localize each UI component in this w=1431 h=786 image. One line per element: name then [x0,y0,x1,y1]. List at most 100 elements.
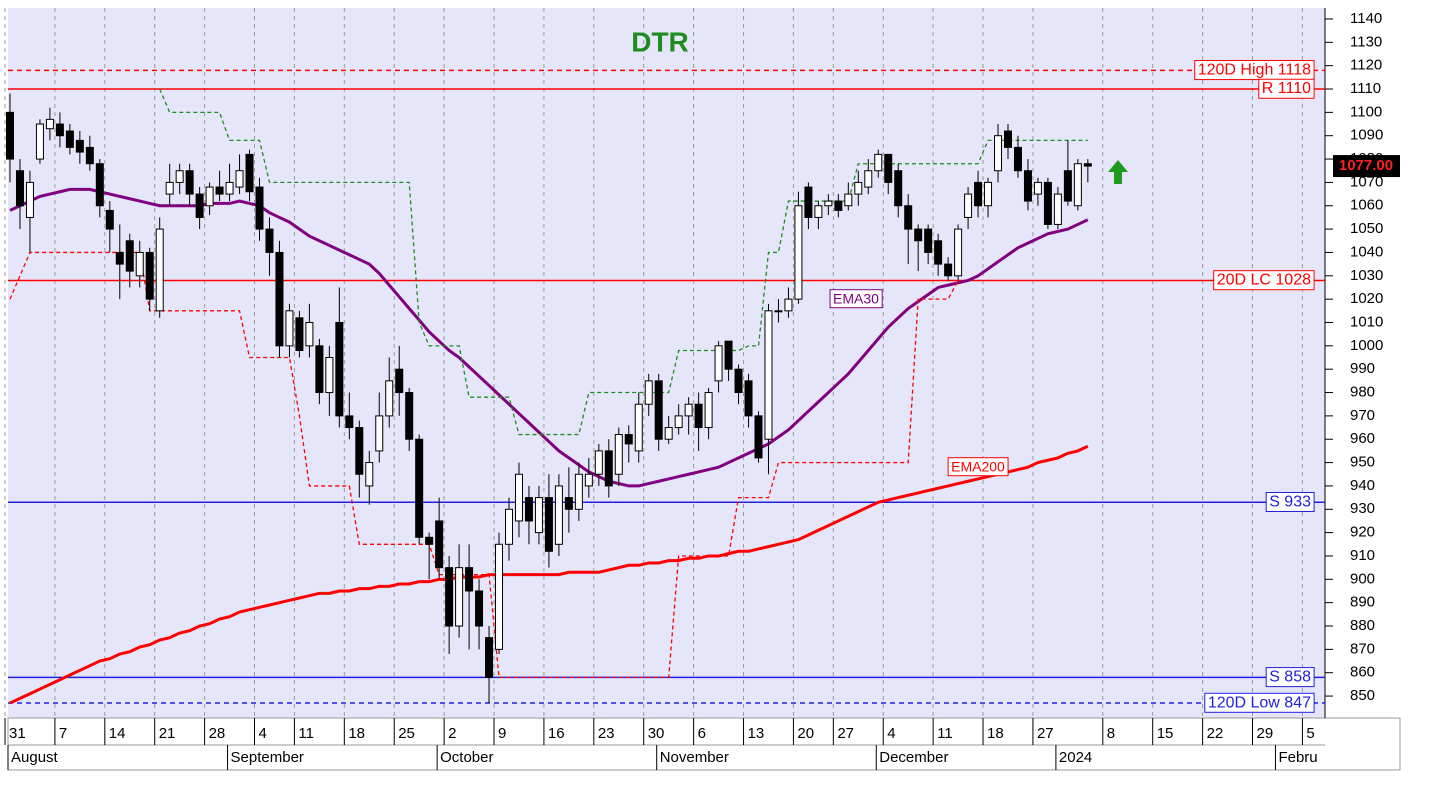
series-line [9,444,1089,705]
candle-body [275,251,284,347]
plot-area [8,8,1325,718]
candle-body [425,536,434,545]
month-label: November [660,749,729,766]
candle-body [764,310,773,440]
series-line [159,88,1088,436]
candle-body [574,473,583,510]
series-line [9,251,959,679]
x-tick-label: 9 [498,725,506,742]
y-tick-label: 1100 [1350,103,1382,120]
candle-body [744,380,753,417]
candle-body [944,263,953,277]
y-tick-label: 1060 [1350,197,1383,214]
y-tick-label: 1110 [1350,80,1381,97]
y-tick-label: 960 [1350,430,1375,447]
level-label: S 858 [1269,669,1311,686]
x-tick-label: 5 [1306,725,1314,742]
candle-body [75,139,84,153]
candle-body [674,415,683,429]
candle-body [684,403,693,417]
y-tick-label: 860 [1350,664,1375,681]
candle-body [994,135,1003,172]
y-tick-label: 1000 [1350,337,1383,354]
month-label: October [440,749,493,766]
y-tick-label: 870 [1350,640,1375,657]
y-tick-label: 940 [1350,477,1375,494]
x-tick-label: 8 [1107,725,1115,742]
candle-body [235,170,244,188]
series-label: EMA200 [951,459,1005,475]
x-tick-label: 23 [598,725,615,742]
x-tick-label: 4 [887,725,895,742]
x-tick-label: 6 [698,725,706,742]
candle-body [295,317,304,352]
y-tick-label: 850 [1350,687,1375,704]
candle-body [584,473,593,487]
y-tick-label: 1090 [1350,127,1383,144]
y-tick-label: 1050 [1350,220,1383,237]
candle-body [375,415,384,452]
candle-body [534,497,543,534]
candle-body [35,123,44,160]
candle-body [694,403,703,429]
x-tick-label: 14 [109,725,126,742]
candle-body [155,228,164,312]
candle-body [1033,181,1042,195]
y-tick-label: 970 [1350,407,1375,424]
candle-body [724,340,733,370]
candle-body [894,170,903,207]
x-tick-label: 11 [298,725,314,742]
candle-body [15,170,24,207]
candle-body [1013,146,1022,172]
x-tick-label: 13 [748,725,765,742]
candle-body [485,637,494,678]
candle-body [754,415,763,459]
candle-body [105,209,114,230]
x-axis-area [7,717,1401,771]
series-label: EMA30 [833,291,879,307]
y-tick-label: 1030 [1350,267,1383,284]
candle-body [704,392,713,429]
candle-body [634,403,643,452]
y-tick-label: 880 [1350,617,1375,634]
x-tick-label: 18 [987,725,1004,742]
level-label: 120D High 1118 [1198,62,1311,79]
level-label-box [1265,667,1315,688]
candle-body [225,181,234,195]
level-label: 20D LC 1028 [1217,272,1311,289]
candle-body [1083,163,1092,167]
y-tick-label: 1120 [1350,57,1382,74]
x-tick-label: 16 [548,725,565,742]
candle-body [874,153,883,172]
y-tick-label: 930 [1350,500,1375,517]
candle-body [564,497,573,510]
candle-body [125,240,134,272]
candle-body [954,228,963,277]
candle-body [395,368,404,394]
candle-body [784,298,793,312]
candle-body [924,228,933,253]
candle-body [385,380,394,417]
x-tick-label: 2 [448,725,456,742]
candle-body [145,251,154,300]
candle-body [165,181,174,195]
candle-body [1004,130,1012,148]
candle-body [465,567,474,592]
up-arrow [1108,160,1128,184]
x-tick-label: 28 [209,725,226,742]
y-tick-label: 980 [1350,384,1375,401]
month-label: September [231,749,304,766]
x-tick-label: 15 [1157,725,1174,742]
y-tick-label: 890 [1350,594,1375,611]
level-label-box [1204,692,1315,713]
candle-body [594,450,603,475]
x-tick-label: 21 [159,725,176,742]
y-tick-label: 1140 [1350,10,1382,27]
y-tick-label: 950 [1350,454,1375,471]
month-label: December [879,749,948,766]
candle-body [325,357,334,394]
candle-body [265,228,274,253]
y-tick-label: 1020 [1350,290,1383,307]
candle-body [315,345,324,394]
